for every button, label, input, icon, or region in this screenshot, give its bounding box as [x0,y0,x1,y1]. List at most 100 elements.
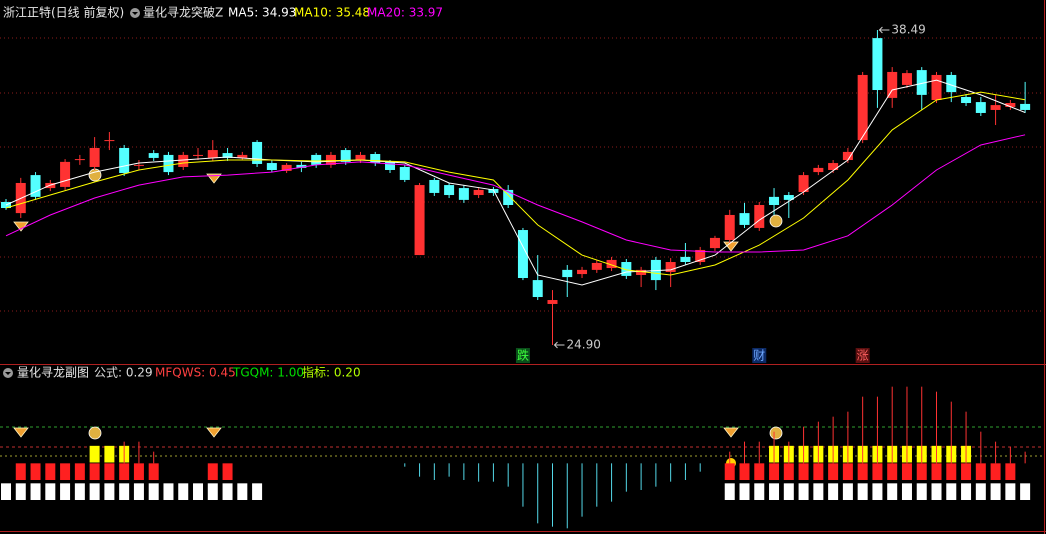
candle-body [281,164,292,171]
signal-block [89,463,100,480]
candle-body [532,280,543,298]
candle-body [665,262,676,272]
signal-block [842,483,853,500]
dropdown-arrow [132,12,138,15]
candle-body [916,70,927,95]
diamond-icon [13,221,29,232]
indicator-title: 量化寻龙突破Z [143,5,223,20]
signal-block [133,483,144,500]
candle-body [739,213,750,225]
signal-block [15,483,26,500]
signal-block [739,483,750,500]
candle-body [266,163,277,170]
signal-block [946,463,957,480]
money-bag-icon [769,426,783,440]
candle-body [577,269,588,275]
signal-block [119,483,130,500]
candle-body [148,153,159,158]
candle-body [74,159,85,161]
signal-block [975,463,986,480]
candle-body [1005,103,1016,107]
candle-body [709,237,720,249]
signal-block [961,483,972,500]
signal-block [1005,463,1016,480]
signal-marker: 跌 [517,348,529,363]
signal-block [783,483,794,500]
signal-block [975,483,986,500]
candle-body [946,74,957,93]
candle-body [887,71,898,98]
candle-body [961,96,972,104]
diamond-icon [13,427,29,438]
legend-entry: MA5: 34.93 [228,6,296,20]
candle-body [355,154,366,161]
signal-block [872,463,883,480]
signal-block [237,483,248,500]
signal-block [901,463,912,480]
signal-marker-bg [515,348,530,363]
signal-block [813,483,824,500]
candle-body [769,196,780,205]
candle-body [547,300,558,304]
candle-body [591,262,602,270]
signal-block [916,483,927,500]
signal-block [119,463,130,480]
candle-body [399,166,410,180]
dropdown-arrow [5,372,11,375]
signal-block [739,463,750,480]
subchart-title: 量化寻龙副图 [17,366,89,380]
candle-body [193,154,204,156]
signal-block [74,463,85,480]
candle-body [813,167,824,173]
annotation-label: 24.90 [566,337,600,351]
candle-body [104,140,115,142]
signal-block [74,483,85,500]
candle-body [606,259,617,269]
candle-body [222,153,233,158]
ma-line [5,79,1026,286]
diamond-icon [723,427,739,438]
candle-body [680,256,691,263]
signal-block [178,483,189,500]
signal-marker: 涨 [857,348,869,363]
signal-block [45,463,56,480]
annotation-arrow [553,341,565,349]
candle-body [207,150,218,158]
candle-body [975,102,986,113]
annotation-label: 38.49 [891,22,925,36]
signal-block [887,483,898,500]
diamond-icon [206,427,222,438]
candle-body [724,214,735,240]
signal-block [1005,483,1016,500]
readout: 公式: 0.29 [94,366,153,380]
signal-block [207,483,218,500]
signal-block [193,483,204,500]
signal-block [724,463,735,480]
money-bag-icon [88,426,102,440]
candle-body [429,179,440,193]
signal-block [30,463,41,480]
signal-block [104,483,115,500]
signal-block [754,463,765,480]
signal-block [931,463,942,480]
signal-block [104,445,115,463]
signal-block [148,483,159,500]
signal-block [89,445,100,463]
signal-block [842,463,853,480]
signal-block [724,483,735,500]
candle-body [695,249,706,263]
signal-block [163,483,174,500]
candle-body [133,164,144,166]
readout: 指标: 0.20 [302,365,361,380]
legend-entry: MA10: 35.48 [294,6,370,20]
signal-block [916,463,927,480]
candle-body [828,163,839,170]
candle-body [340,150,351,162]
signal-block [990,483,1001,500]
signal-block [828,483,839,500]
signal-block [89,483,100,500]
signal-block [133,463,144,480]
